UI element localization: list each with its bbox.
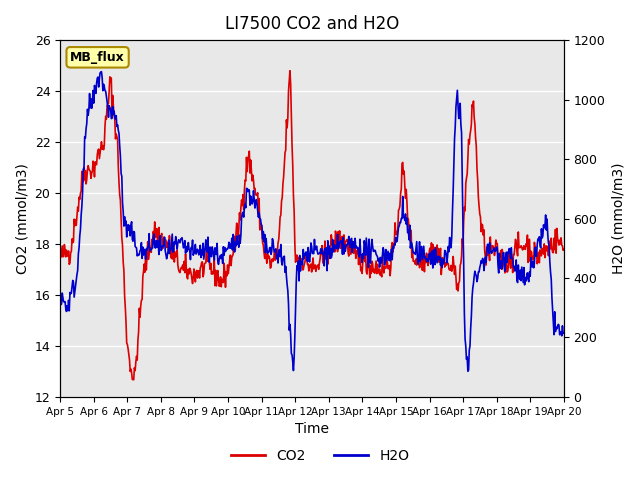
Line: CO2: CO2 [60,71,564,380]
Legend: CO2, H2O: CO2, H2O [225,443,415,468]
CO2 [560,247,568,252]
CO2 [196,275,204,281]
H2O [65,308,73,313]
CO2 [130,377,138,383]
H2O [98,69,106,74]
Line: H2O: H2O [60,72,564,371]
CO2 [389,249,397,255]
H2O [464,368,472,374]
H2O [118,173,125,179]
CO2 [374,268,382,274]
H2O [56,288,64,294]
H2O [560,330,568,336]
X-axis label: Time: Time [295,422,329,436]
CO2 [286,68,294,73]
H2O [374,254,381,260]
Title: LI7500 CO2 and H2O: LI7500 CO2 and H2O [225,15,399,33]
Text: MB_flux: MB_flux [70,51,125,64]
CO2 [56,251,64,256]
H2O [196,248,204,253]
H2O [388,257,396,263]
H2O [169,249,177,255]
CO2 [169,246,177,252]
Y-axis label: CO2 (mmol/m3): CO2 (mmol/m3) [15,163,29,274]
Y-axis label: H2O (mmol/m3): H2O (mmol/m3) [611,163,625,274]
CO2 [65,262,73,267]
CO2 [117,215,125,221]
